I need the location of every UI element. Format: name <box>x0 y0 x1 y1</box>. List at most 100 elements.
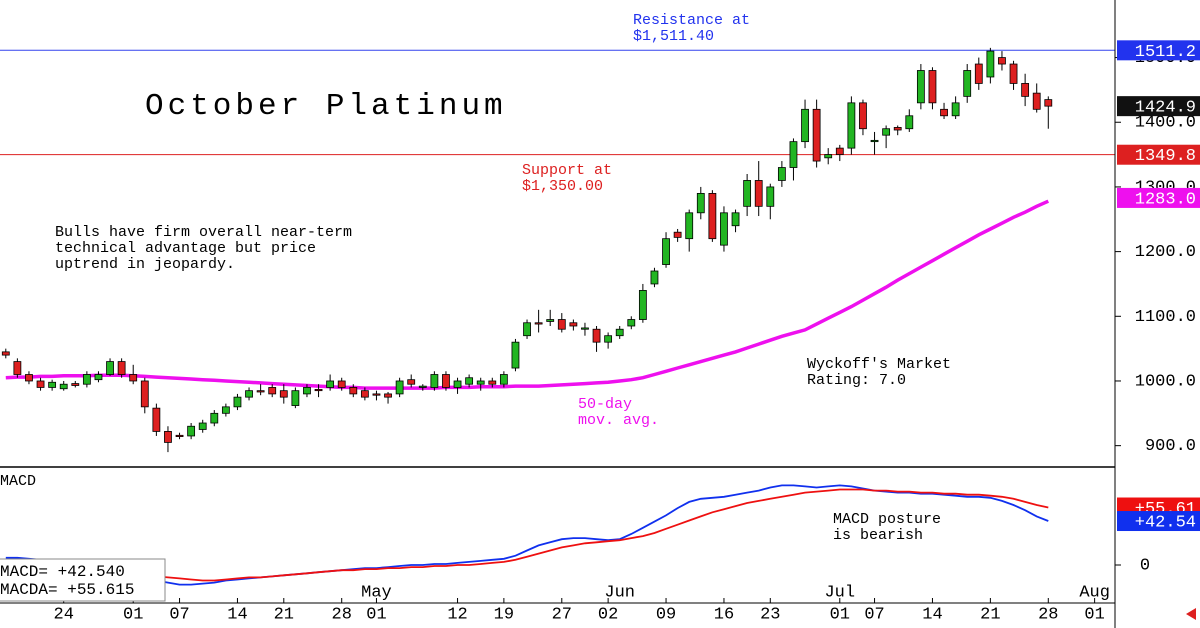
y-tick-label: 900.0 <box>1145 437 1196 456</box>
x-tick-label: 28 <box>1038 605 1058 624</box>
macd-line <box>5 488 1049 582</box>
candle-body <box>777 167 786 181</box>
candle-body <box>1009 63 1018 84</box>
candle-body <box>82 374 91 385</box>
candle-body <box>418 385 427 388</box>
candle-body <box>36 380 45 388</box>
x-tick-label: 23 <box>760 605 780 624</box>
candle-body <box>221 406 230 414</box>
x-tick-label: 07 <box>864 605 884 624</box>
candle-body <box>557 319 566 330</box>
candle-body <box>337 380 346 388</box>
candle-body <box>511 341 520 369</box>
candle-body <box>349 387 358 395</box>
x-tick-label: 01 <box>123 605 143 624</box>
annotation: uptrend in jeopardy. <box>55 256 235 273</box>
x-tick-label: 01 <box>366 605 386 624</box>
candle-body <box>442 374 450 388</box>
candle-body <box>696 192 705 214</box>
candle-body <box>152 407 161 432</box>
candle-body <box>731 212 740 227</box>
candle-body <box>720 212 728 246</box>
x-tick-label: 24 <box>54 605 74 624</box>
candle-body <box>882 128 891 136</box>
x-tick-label: 28 <box>332 605 352 624</box>
candle-body <box>685 212 694 240</box>
y-tick-label: 1000.0 <box>1135 372 1196 391</box>
candle-body <box>581 327 589 330</box>
plot-area <box>0 47 1115 453</box>
annotation: MACD posture <box>833 511 941 528</box>
annotation: Support at <box>522 162 612 179</box>
candle-body <box>1 351 10 356</box>
candle-body <box>407 379 416 385</box>
candle-body <box>615 328 624 337</box>
y-tick-label: 1400.0 <box>1135 114 1196 133</box>
x-tick-label: 01 <box>830 605 850 624</box>
candle-body <box>94 374 103 381</box>
x-tick-label: 14 <box>922 605 942 624</box>
annotation: mov. avg. <box>578 412 659 429</box>
candle-body <box>430 374 439 388</box>
candle-body <box>998 57 1006 65</box>
candle-body <box>303 387 311 395</box>
candle-body <box>326 380 335 388</box>
value-tag <box>1117 187 1200 208</box>
annotation: Resistance at <box>633 12 750 29</box>
candle-body <box>1021 83 1030 97</box>
candle-body <box>812 108 821 162</box>
chart-title: October Platinum <box>145 89 507 124</box>
annotation: Bulls have firm overall near-term <box>55 224 352 241</box>
value-tag <box>1117 511 1200 532</box>
candle-body <box>210 412 219 424</box>
candle-body <box>384 393 392 398</box>
candle-body <box>859 102 867 130</box>
candle-body <box>268 387 277 395</box>
annotation: $1,511.40 <box>633 28 714 45</box>
candle-body <box>592 328 601 343</box>
month-label: May <box>361 583 392 602</box>
candle-body <box>835 147 844 155</box>
value-tag-label: 1511.2 <box>1135 43 1196 62</box>
annotation: Rating: 7.0 <box>807 372 906 389</box>
candle-body <box>245 390 253 398</box>
readout-line: MACDA= +55.615 <box>0 581 134 599</box>
month-label: Jul <box>824 583 855 602</box>
candle-body <box>743 180 752 207</box>
candle-body <box>754 180 763 207</box>
month-label: Aug <box>1079 583 1110 602</box>
candle-body <box>789 141 798 168</box>
candle-body <box>13 361 22 375</box>
value-tag-label: 1424.9 <box>1135 99 1196 118</box>
candle-body <box>569 322 578 327</box>
y-tick-label: 0 <box>1140 556 1150 575</box>
candle-body <box>523 322 531 337</box>
candle-body <box>905 115 914 130</box>
candle-body <box>395 380 404 395</box>
y-tick-label: 1200.0 <box>1135 243 1196 262</box>
candle-body <box>488 380 497 385</box>
candle-body <box>372 393 381 396</box>
candle-body <box>164 431 172 443</box>
candle-body <box>662 238 670 265</box>
candle-body <box>893 127 902 131</box>
candle-body <box>916 70 925 104</box>
candle-body <box>1032 92 1041 110</box>
x-tick-label: 21 <box>274 605 294 624</box>
x-tick-label: 07 <box>169 605 189 624</box>
candle-body <box>638 290 647 320</box>
candle-body <box>453 380 462 388</box>
candle-body <box>870 139 879 143</box>
candle-body <box>256 390 265 393</box>
x-tick-label: 12 <box>447 605 467 624</box>
annotation: is bearish <box>833 527 923 544</box>
x-tick-label: 21 <box>980 605 1000 624</box>
candle-body <box>71 383 80 386</box>
value-tag <box>1117 96 1200 117</box>
candle-body <box>534 322 543 325</box>
candle-body <box>187 425 196 437</box>
candle-body <box>476 380 485 385</box>
candle-body <box>708 192 717 240</box>
x-tick-label: 27 <box>552 605 572 624</box>
